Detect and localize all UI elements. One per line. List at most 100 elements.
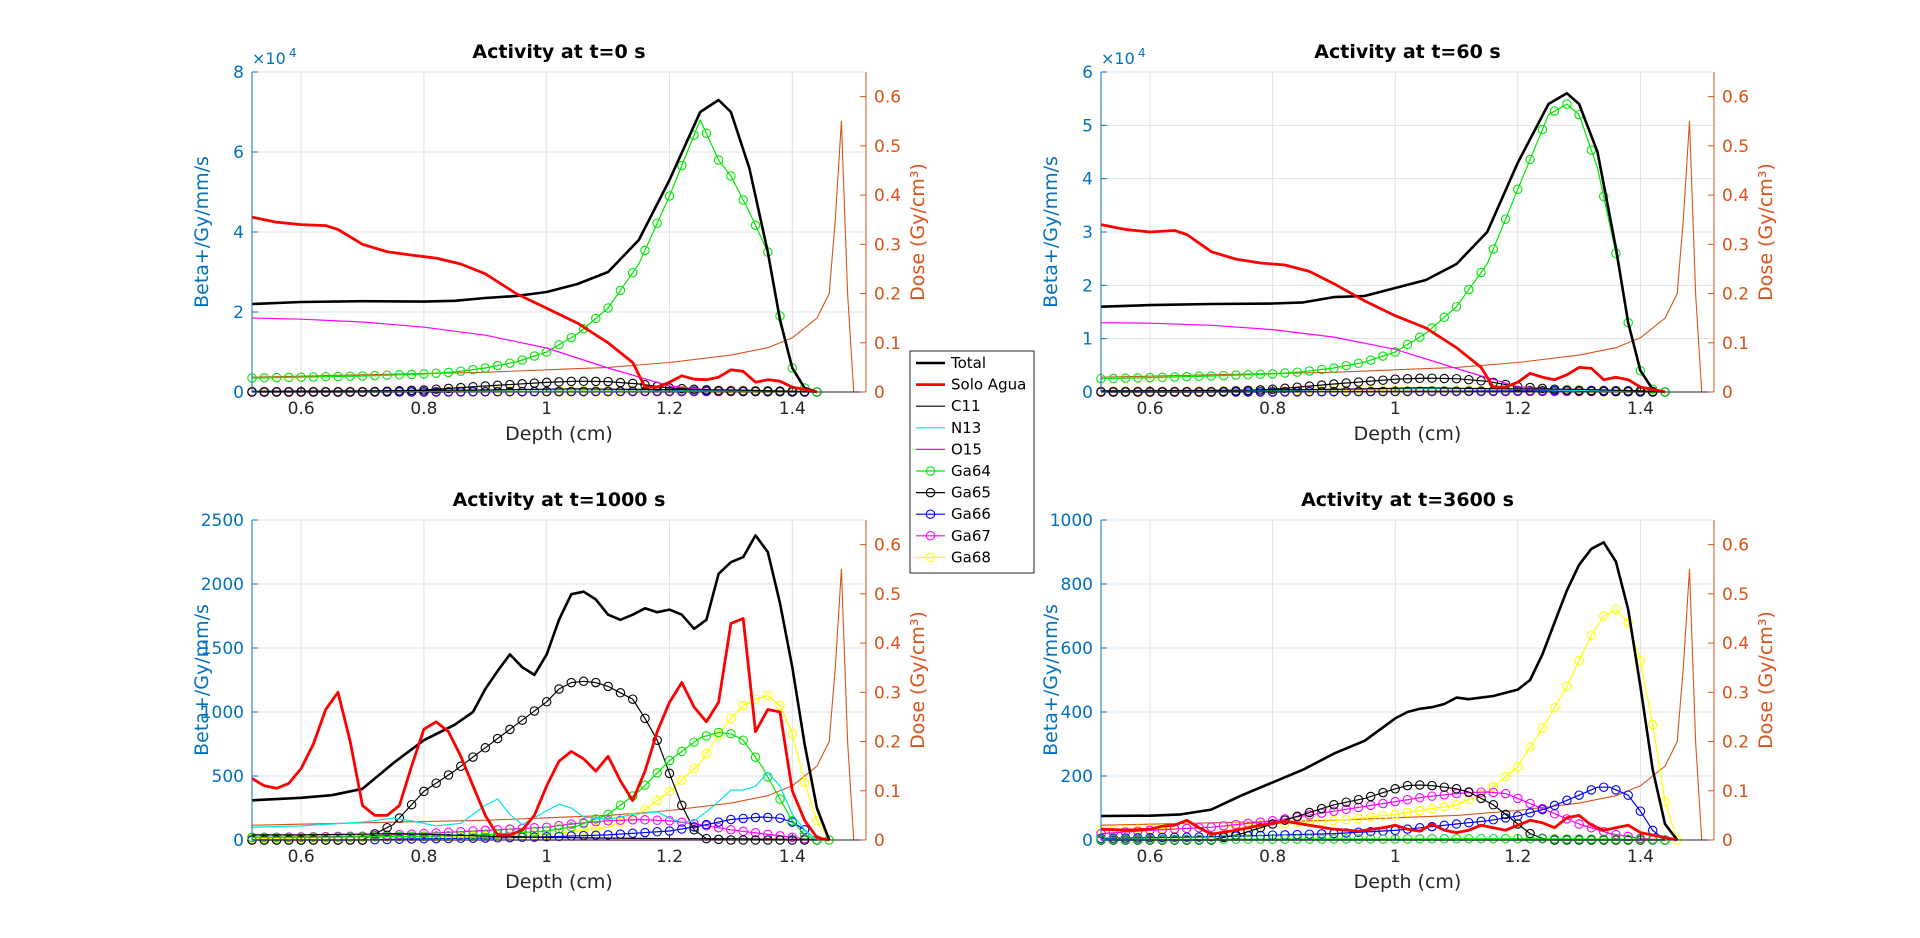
- data-point: [640, 780, 650, 790]
- data-point: [1451, 301, 1462, 312]
- data-point: [566, 677, 577, 688]
- data-point: [1464, 284, 1474, 295]
- data-point: [1574, 819, 1584, 829]
- data-point: [1169, 372, 1180, 382]
- legend-entry-c11[interactable]: C11: [916, 397, 981, 415]
- data-point: [517, 379, 527, 389]
- data-point: [603, 681, 613, 692]
- data-point: [1427, 373, 1437, 383]
- legend-entry-ga64[interactable]: Ga64: [916, 462, 991, 480]
- data-point: [468, 833, 478, 843]
- data-point: [1378, 787, 1388, 798]
- x-axis-label: Depth (cm): [1354, 423, 1462, 445]
- series-dose: [251, 120, 866, 393]
- data-point: [1439, 790, 1450, 800]
- data-point: [1316, 834, 1327, 844]
- data-point: [1267, 369, 1278, 379]
- data-point: [1353, 377, 1364, 387]
- legend-entry-n13[interactable]: N13: [916, 419, 981, 437]
- data-point: [1218, 821, 1229, 831]
- data-point: [406, 799, 417, 810]
- data-point: [296, 372, 306, 382]
- data-point: [1415, 373, 1425, 384]
- left-axis-label: Beta+/Gy/mm/s: [1040, 604, 1062, 756]
- data-point: [492, 360, 503, 371]
- data-point: [1427, 386, 1437, 397]
- data-point: [627, 694, 638, 704]
- series-line-c11: [252, 832, 817, 841]
- data-point: [1365, 376, 1376, 386]
- legend-entry-ga67[interactable]: Ga67: [916, 527, 991, 545]
- x-tick-label: 1.4: [779, 847, 806, 867]
- data-point: [1451, 833, 1462, 844]
- data-point: [1194, 832, 1204, 842]
- right-axis-label: Dose (Gy/cm³): [1755, 163, 1777, 301]
- data-point: [1206, 822, 1217, 832]
- left-tick-label: 6: [1082, 63, 1093, 83]
- data-point: [1218, 370, 1229, 381]
- data-point: [640, 805, 650, 815]
- left-tick-label: 0: [233, 383, 244, 403]
- data-point: [333, 371, 343, 382]
- data-point: [1402, 339, 1413, 350]
- data-point: [1145, 372, 1155, 383]
- data-point: [627, 812, 638, 822]
- data-point: [603, 303, 613, 313]
- data-point: [259, 373, 270, 383]
- right-axis-label: Dose (Gy/cm³): [907, 163, 929, 301]
- data-point: [750, 812, 761, 823]
- right-tick-label: 0.6: [874, 88, 901, 108]
- data-point: [308, 372, 319, 382]
- x-tick-label: 0.8: [410, 847, 437, 867]
- x-tick-label: 0.8: [1259, 399, 1286, 419]
- data-point: [443, 383, 454, 394]
- series-line-dose: [251, 120, 866, 393]
- series-c11: [251, 388, 817, 393]
- data-point: [1476, 793, 1486, 804]
- right-tick-label: 0: [874, 383, 885, 403]
- data-point: [664, 768, 675, 779]
- data-point: [1623, 790, 1633, 800]
- data-point: [505, 358, 515, 368]
- right-tick-label: 0.5: [874, 585, 901, 605]
- legend-marker-ga65: [925, 487, 936, 498]
- data-point: [505, 379, 515, 390]
- data-point: [1562, 834, 1572, 844]
- series-solo-agua: [251, 215, 818, 394]
- data-point: [1586, 630, 1597, 640]
- data-point: [1329, 806, 1339, 816]
- right-tick-label: 0.2: [1722, 285, 1749, 305]
- legend-entry-total[interactable]: Total: [916, 354, 986, 372]
- legend-entry-ga66[interactable]: Ga66: [916, 505, 991, 523]
- data-point: [726, 729, 736, 739]
- legend-entry-solo-agua[interactable]: Solo Agua: [916, 376, 1026, 394]
- data-point: [750, 828, 761, 838]
- series-line-n13: [251, 771, 818, 841]
- legend-marker-ga64: [925, 466, 936, 476]
- data-point: [456, 833, 466, 844]
- right-tick-label: 0: [1722, 383, 1733, 403]
- right-tick-label: 0.1: [1722, 334, 1749, 354]
- legend-entry-o15[interactable]: O15: [916, 440, 982, 458]
- chart-panel-3: 0.6 0.8 1 1.2 1.4 0 500 1000 1500 2000 2500 0 0.1 0.2…: [191, 489, 929, 893]
- legend-entry-ga68[interactable]: Ga68: [916, 548, 991, 566]
- legend-entry-ga65[interactable]: Ga65: [916, 484, 991, 502]
- data-point: [1267, 816, 1278, 826]
- series-line-c11: [1100, 387, 1666, 393]
- data-point: [1513, 761, 1523, 772]
- data-point: [284, 832, 294, 843]
- data-point: [541, 697, 552, 707]
- data-point: [443, 770, 454, 780]
- data-point: [738, 813, 748, 824]
- data-point: [431, 778, 441, 788]
- data-point: [763, 690, 773, 701]
- data-point: [1378, 798, 1388, 809]
- left-tick-label: 200: [1061, 767, 1093, 787]
- x-axis-label: Depth (cm): [505, 423, 613, 445]
- series-line-total: [251, 534, 831, 841]
- data-point: [468, 364, 478, 375]
- right-tick-label: 0.6: [1722, 536, 1749, 556]
- data-point: [1500, 771, 1511, 782]
- data-point: [480, 830, 491, 840]
- data-point: [640, 815, 650, 825]
